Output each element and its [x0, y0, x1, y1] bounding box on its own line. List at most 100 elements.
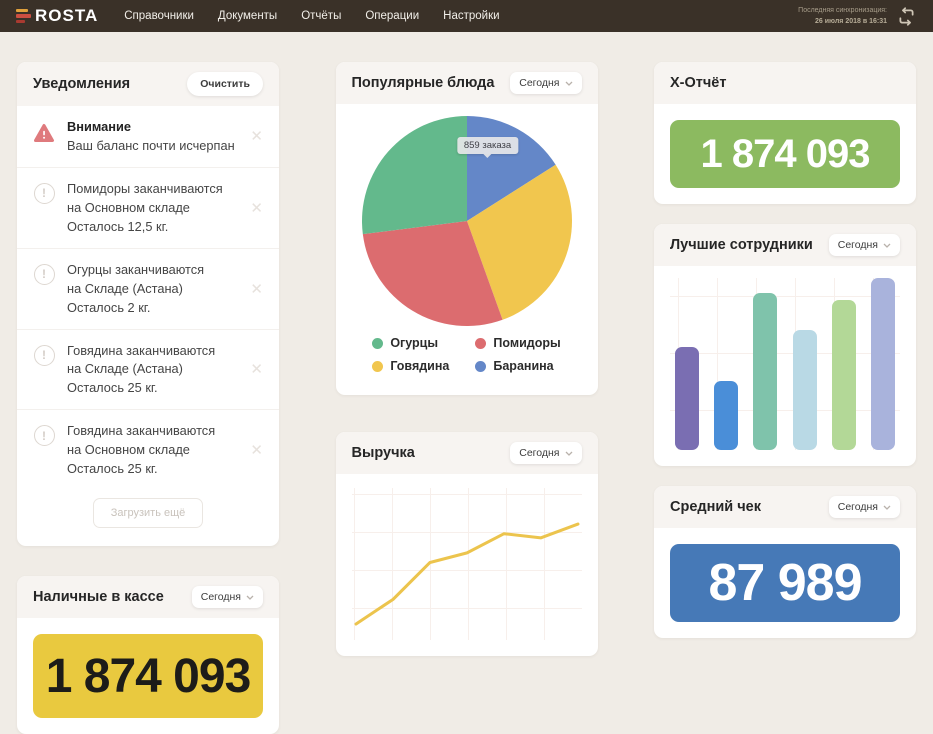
notification-text: Огурцы заканчиваются на Складе (Астана) Ос… [67, 261, 205, 315]
top-employees-period-dropdown[interactable]: Сегодня [828, 234, 900, 256]
info-icon: ! [33, 425, 55, 447]
top-employees-title: Лучшие сотрудники [670, 237, 813, 253]
revenue-line-chart [351, 488, 582, 640]
nav-item-directories[interactable]: Справочники [124, 10, 194, 22]
notifications-list: ! Внимание Ваш баланс почти исчерпан ✕ !… [17, 106, 279, 490]
sync-time: 26 июля 2018 в 16:31 [815, 18, 887, 25]
revenue-title: Выручка [351, 445, 415, 461]
notification-item: ! Говядина заканчиваются на Складе (Астан… [17, 328, 279, 410]
revenue-card: Выручка Сегодня [335, 432, 598, 656]
legend-label: Баранина [493, 359, 554, 373]
top-navbar: ROSTA Справочники Документы Отчёты Операции… [0, 0, 933, 32]
notification-text: Говядина заканчиваются на Складе (Астана)… [67, 342, 216, 396]
avg-check-title: Средний чек [670, 499, 761, 515]
load-more-button[interactable]: Загрузить ещё [92, 498, 204, 529]
nav-item-reports[interactable]: Отчёты [301, 10, 342, 22]
chevron-down-icon [565, 451, 572, 456]
popular-dishes-period-dropdown[interactable]: Сегодня [510, 72, 582, 94]
sync-label: Последняя синхронизация: [798, 6, 887, 14]
nav-item-documents[interactable]: Документы [217, 10, 278, 22]
sync-icon[interactable] [896, 6, 917, 27]
cash-period-dropdown[interactable]: Сегодня [191, 586, 263, 609]
chevron-down-icon [883, 505, 891, 510]
period-label: Сегодня [519, 77, 560, 89]
x-report-value-box: 1 874 093 [670, 120, 900, 188]
notifications-card: Уведомления Очистить ! Внимание Ваш бала… [17, 62, 279, 547]
pie-slice-1[interactable] [466, 164, 572, 320]
legend-item: Помидоры [475, 336, 561, 350]
notification-item: ! Помидоры заканчиваются на Основном скла… [17, 166, 279, 248]
legend-dot-icon [475, 360, 487, 372]
pie-tooltip: 859 заказа [456, 137, 519, 154]
legend-item: Баранина [475, 359, 560, 373]
notification-text: Помидоры заканчиваются на Основном складе… [67, 180, 223, 234]
legend-dot-icon [372, 360, 384, 372]
chevron-down-icon [883, 243, 891, 248]
avg-check-card: Средний чек Сегодня 87 989 [654, 486, 916, 638]
nav-item-settings[interactable]: Настройки [443, 10, 500, 22]
top-employees-card: Лучшие сотрудники Сегодня [654, 224, 916, 466]
pie-slice-2[interactable] [362, 221, 503, 326]
notification-item: ! Огурцы заканчиваются на Складе (Астана)… [17, 247, 279, 329]
legend-label: Говядина [390, 359, 450, 373]
column-center: Популярные блюда Сегодня 859 заказа Огур… [335, 62, 598, 734]
brand-name: ROSTA [35, 6, 99, 25]
employee-bar-5 [870, 278, 895, 450]
app-logo[interactable]: ROSTA [16, 6, 98, 26]
cash-title: Наличные в кассе [33, 589, 164, 606]
legend-label: Помидоры [493, 336, 561, 350]
column-right: Х-Отчёт 1 874 093 Лучшие сотрудники Сего… [654, 62, 916, 734]
pie-slice-3[interactable] [361, 116, 467, 235]
info-icon: ! [33, 182, 55, 204]
notification-item: ! Внимание Ваш баланс почти исчерпан ✕ [17, 106, 279, 167]
avg-check-value-box: 87 989 [670, 544, 900, 622]
sync-text: Последняя синхронизация: 26 июля 2018 в … [798, 5, 887, 27]
revenue-period-dropdown[interactable]: Сегодня [510, 442, 582, 464]
pie-chart[interactable]: 859 заказа [361, 116, 572, 326]
employees-bar-chart [670, 278, 900, 450]
legend-item: Огурцы [372, 336, 449, 350]
period-label: Сегодня [200, 591, 241, 604]
close-icon[interactable]: ✕ [250, 280, 263, 298]
employee-bar-4 [831, 300, 856, 450]
period-label: Сегодня [837, 239, 878, 251]
x-report-title: Х-Отчёт [670, 75, 727, 91]
nav-menu: Справочники Документы Отчёты Операции Настро… [124, 10, 499, 22]
close-icon[interactable]: ✕ [250, 199, 263, 217]
period-label: Сегодня [837, 501, 878, 513]
info-icon: ! [33, 263, 55, 285]
cash-value-box: 1 874 093 [33, 634, 263, 719]
employee-bar-2 [753, 293, 778, 450]
employee-bar-1 [714, 381, 739, 450]
dashboard: Уведомления Очистить ! Внимание Ваш бала… [0, 32, 933, 734]
x-report-card: Х-Отчёт 1 874 093 [654, 62, 916, 204]
nav-item-operations[interactable]: Операции [365, 10, 420, 22]
pie-legend: Огурцы Помидоры Говядина Баранина [336, 336, 598, 395]
info-icon: ! [33, 344, 55, 366]
legend-dot-icon [475, 337, 487, 349]
chevron-down-icon [565, 81, 572, 86]
revenue-line-svg [354, 522, 579, 626]
employee-bar-3 [792, 329, 817, 450]
chevron-down-icon [246, 595, 254, 600]
close-icon[interactable]: ✕ [250, 361, 263, 379]
column-left: Уведомления Очистить ! Внимание Ваш бала… [17, 62, 279, 734]
sync-status: Последняя синхронизация: 26 июля 2018 в … [798, 5, 917, 27]
logo-bars-icon [16, 8, 31, 24]
close-icon[interactable]: ✕ [250, 128, 263, 146]
period-label: Сегодня [519, 447, 560, 459]
notification-item: ! Говядина заканчиваются на Основном скла… [17, 409, 279, 490]
avg-check-period-dropdown[interactable]: Сегодня [828, 496, 900, 518]
close-icon[interactable]: ✕ [250, 442, 263, 460]
legend-dot-icon [372, 337, 384, 349]
legend-label: Огурцы [390, 336, 439, 350]
employee-bar-0 [675, 346, 699, 450]
popular-dishes-title: Популярные блюда [351, 75, 495, 91]
notification-title: Внимание [67, 119, 131, 134]
legend-item: Говядина [372, 359, 449, 373]
notification-text: Внимание Ваш баланс почти исчерпан [67, 119, 235, 153]
notifications-title: Уведомления [33, 76, 131, 92]
pie-svg [361, 116, 572, 326]
cash-card: Наличные в кассе Сегодня 1 874 093 [17, 576, 279, 734]
clear-notifications-button[interactable]: Очистить [187, 72, 263, 96]
